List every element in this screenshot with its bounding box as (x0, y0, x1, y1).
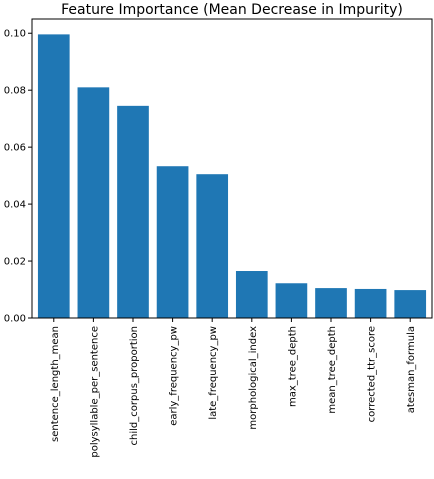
y-tick-label: 0.08 (4, 86, 26, 97)
chart-title: Feature Importance (Mean Decrease in Imp… (61, 2, 403, 18)
y-tick-label: 0.06 (4, 143, 26, 154)
x-tick-label: corrected_ttr_score (367, 326, 378, 422)
bars-group (37, 34, 427, 318)
plot-frame (31, 18, 433, 319)
bar-atesman-formula (394, 290, 427, 318)
x-axis: sentence_length_mean polysyllable_per_sen… (50, 318, 417, 458)
x-tick-label: sentence_length_mean (50, 326, 61, 442)
y-tick-label: 0.02 (4, 257, 26, 268)
y-tick-label: 0.10 (4, 29, 26, 40)
x-tick-label: early_frequency_pw (169, 326, 180, 426)
bar-late-frequency-pw (196, 174, 229, 318)
x-tick-label: morphological_index (248, 326, 259, 430)
x-tick-label: child_corpus_proportion (129, 326, 140, 445)
x-tick-label: max_tree_depth (287, 326, 298, 407)
bar-mean-tree-depth (315, 288, 347, 318)
bar-early-frequency-pw (156, 166, 189, 318)
bar-child-corpus-proportion (117, 105, 149, 318)
y-tick-label: 0.04 (4, 200, 26, 211)
y-tick-label: 0.00 (4, 314, 26, 325)
bar-corrected-ttr-score (354, 288, 387, 318)
x-tick-label: atesman_formula (406, 326, 417, 413)
bar-max-tree-depth (275, 283, 308, 318)
bar-polysyllable-per-sentence (77, 87, 110, 318)
x-tick-label: polysyllable_per_sentence (89, 326, 100, 458)
y-axis: 0.00 0.02 0.04 0.06 0.08 0.10 (4, 29, 32, 325)
x-tick-label: late_frequency_pw (208, 326, 219, 420)
x-tick-label: mean_tree_depth (327, 326, 338, 414)
bar-morphological-index (235, 271, 268, 318)
bar-sentence-length-mean (37, 34, 70, 318)
